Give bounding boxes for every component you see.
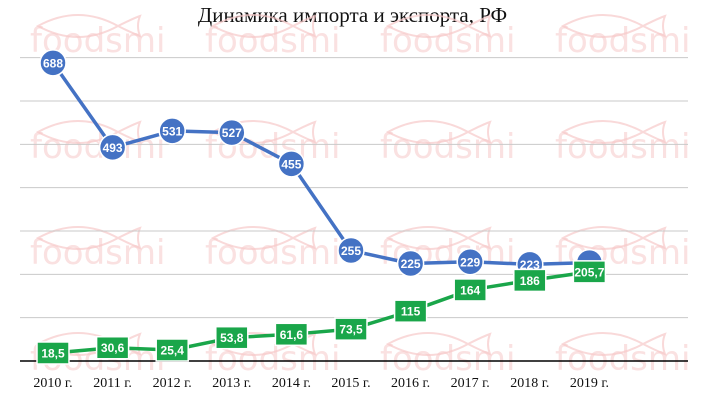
x-tick-label: 2011 г. — [93, 376, 132, 391]
import-data-label: 493 — [103, 141, 123, 155]
export-data-label: 30,6 — [101, 341, 125, 355]
export-line — [52, 270, 590, 355]
watermark-fish-icon — [560, 14, 667, 38]
import-point — [456, 248, 484, 276]
watermark-fish-icon — [210, 14, 317, 38]
export-point — [513, 268, 547, 293]
import-point — [396, 249, 425, 278]
import-point — [337, 236, 365, 265]
x-tick-label: 2017 г. — [451, 376, 490, 391]
watermark-fish-icon — [385, 332, 492, 356]
watermark-text: foodsmi — [555, 339, 690, 379]
export-data-label: 186 — [520, 274, 540, 288]
watermark-text: foodsmi — [555, 127, 690, 167]
watermark-text: foodsmi — [205, 21, 340, 61]
watermark-fish-icon — [210, 120, 317, 144]
import-data-label: 225 — [401, 257, 421, 271]
watermark-fish-icon — [560, 120, 667, 144]
export-point — [393, 299, 428, 323]
watermark-fish-icon — [35, 14, 142, 38]
export-data-label: 53,8 — [220, 331, 244, 345]
export-point — [36, 341, 70, 365]
export-data-label: 25,4 — [161, 343, 185, 357]
export-data-label: 73,5 — [339, 323, 363, 337]
import-line — [51, 61, 590, 267]
import-point — [218, 118, 246, 147]
x-tick-label: 2014 г. — [272, 376, 311, 391]
watermark-fish-icon — [385, 14, 492, 38]
import-data-label: 255 — [341, 244, 361, 258]
watermark-fish-icon — [560, 332, 667, 356]
import-point — [39, 49, 67, 77]
import-data-label: 531 — [162, 124, 182, 138]
import-point — [277, 150, 306, 178]
x-tick-label: 2012 г. — [153, 376, 192, 391]
export-point — [572, 260, 607, 284]
x-tick-label: 2010 г. — [33, 376, 72, 391]
export-point — [215, 325, 249, 350]
export-data-label: 205,7 — [574, 265, 604, 279]
watermark-text: foodsmi — [30, 233, 165, 273]
import-data-label: 527 — [222, 126, 242, 140]
import-data-label: 223 — [520, 258, 540, 272]
x-tick-labels: 2010 г. 2011 г. 2012 г. 2013 г. 2014 г. 2015 … — [33, 376, 609, 391]
export-point — [95, 335, 130, 360]
watermark-text: foodsmi — [380, 21, 515, 61]
export-data-label: 61,6 — [280, 328, 304, 342]
x-tick-label: 2016 г. — [391, 376, 430, 391]
export-point — [274, 322, 309, 347]
import-data-label: 229 — [460, 255, 480, 269]
import-point — [158, 117, 186, 145]
export-data-label: 115 — [401, 305, 421, 319]
watermark-text: foodsmi — [30, 127, 165, 167]
export-point — [453, 278, 487, 302]
watermark-text: foodsmi — [380, 127, 515, 167]
x-tick-label: 2018 г. — [510, 376, 549, 391]
x-tick-label: 2013 г. — [212, 376, 251, 391]
watermark-fish-icon — [385, 120, 492, 144]
import-data-label: 455 — [281, 157, 301, 171]
export-point — [334, 317, 368, 341]
watermark-text: foodsmi — [555, 21, 690, 61]
import-point — [98, 133, 127, 162]
x-tick-label: 2019 г. — [570, 376, 609, 391]
export-point — [155, 338, 189, 362]
series-export: 18,5 30,6 25,4 53,8 61,6 73,5 115 164 186 205,7 — [36, 260, 607, 365]
watermark-text: foodsmi — [380, 339, 515, 379]
import-data-label: 688 — [43, 56, 63, 70]
export-data-label: 164 — [460, 283, 480, 297]
x-tick-label: 2015 г. — [331, 376, 370, 391]
watermark-text: foodsmi — [205, 233, 340, 273]
export-data-label: 18,5 — [41, 346, 65, 360]
